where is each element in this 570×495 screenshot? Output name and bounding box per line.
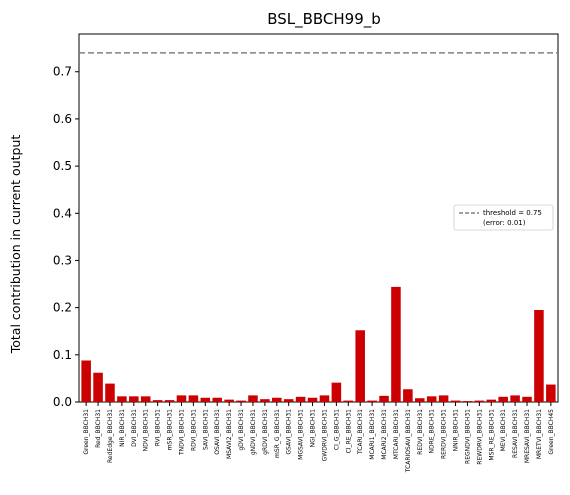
bar: [176, 395, 187, 402]
x-tick-label: RERDVI_BBCH31: [441, 409, 448, 459]
y-tick-label: 0.2: [53, 301, 72, 315]
bar: [129, 396, 139, 402]
bar: [105, 383, 115, 402]
bar: [450, 400, 461, 402]
x-tick-label: TCARI_BBCH31: [357, 409, 364, 455]
x-tick-label: RVI_BBCH31: [155, 409, 162, 446]
bar: [307, 397, 318, 402]
x-tick-label: MGSAVI_BBCH31: [298, 409, 305, 460]
x-tick-label: TNDVI_BBCH31: [178, 409, 185, 456]
bar: [283, 399, 294, 402]
x-tick-label: MSAVI2_BBCH31: [226, 409, 233, 459]
y-tick-label: 0.5: [53, 159, 72, 173]
x-tick-label: RedEdge_BBCH31: [107, 409, 114, 463]
x-tick-label: SAVI_BBCH31: [202, 409, 209, 450]
x-tick-label: NDVI_BBCH31: [143, 409, 150, 452]
legend-threshold-label: threshold = 0.75: [483, 209, 542, 217]
y-tick-label: 0.4: [53, 206, 72, 220]
x-tick-label: REWDRVI_BBCH31: [476, 409, 483, 465]
bar: [224, 399, 234, 402]
x-tick-label: NNIR_BBCH31: [453, 409, 460, 452]
x-tick-label: mSR_BBCH31: [167, 409, 174, 450]
bar: [403, 389, 413, 402]
x-tick-label: OSAVI_BBCH31: [214, 409, 221, 455]
legend-threshold-error: (error: 0.01): [483, 219, 526, 227]
bar: [391, 286, 401, 402]
bar: [81, 360, 91, 402]
bar: [438, 395, 449, 402]
bar: [164, 400, 175, 402]
bar: [486, 399, 497, 402]
bar: [200, 397, 211, 402]
x-tick-label: MSR_RE_BBCH31: [488, 409, 495, 461]
y-tick-label: 0.0: [53, 395, 72, 409]
y-axis-label: Total contribution in current output: [8, 135, 23, 355]
x-tick-label: REDVI_BBCH31: [417, 409, 424, 455]
chart-title: BSL_BBCH99_b: [267, 10, 381, 29]
bar: [534, 310, 544, 402]
bar: [379, 395, 389, 402]
bar: [522, 396, 532, 402]
bar: [474, 400, 485, 402]
x-tick-label: MEVI_BBCH31: [500, 409, 507, 451]
x-tick-label: Green_BBCH31: [83, 409, 90, 455]
x-tick-label: NDRE_BBCH31: [429, 409, 436, 454]
x-tick-label: TCARIOSAVI_BBCH31: [405, 409, 412, 473]
plot-area: 0.0 0.1 0.2 0.3 0.4 0.5 0.6 0.7 Green_BBCH31 Red_…: [53, 33, 559, 473]
bar: [93, 372, 103, 402]
bar: [498, 396, 508, 402]
bar: [319, 395, 330, 402]
x-tick-label: DVI_BBCH31: [131, 409, 138, 447]
x-tick-label: GSAVI_BBCH31: [286, 409, 293, 455]
bar: [367, 400, 377, 402]
bar: [331, 382, 342, 402]
x-tick-label: gNDVI_BBCH31: [250, 409, 257, 455]
bar: [462, 401, 473, 402]
x-tick-label: NIR_BBCH31: [119, 409, 126, 447]
bar: [152, 400, 163, 402]
bar: [236, 400, 246, 402]
x-tick-label: Green_BBCH45: [548, 409, 555, 455]
bar: [272, 397, 282, 402]
bar: [140, 396, 151, 402]
x-tick-label: mSR_G_BBCH31: [274, 409, 281, 458]
bar: [248, 395, 258, 402]
bar: [546, 384, 556, 402]
bar: [188, 395, 199, 402]
plot-frame: [78, 33, 559, 403]
legend: threshold = 0.75 (error: 0.01): [453, 204, 554, 231]
bar: [415, 398, 425, 402]
x-tick-label: Red_BBCH31: [95, 409, 102, 448]
bar: [260, 399, 270, 402]
x-tick-label: RDVI_BBCH31: [190, 409, 197, 451]
bar: [117, 396, 127, 402]
y-tick-label: 0.7: [53, 65, 72, 79]
bar: [426, 396, 437, 402]
bar: [510, 395, 520, 402]
x-tick-label: GWDRVI_BBCH31: [321, 409, 328, 462]
bar: [343, 400, 354, 402]
x-tick-label: MTCARI_BBCH31: [393, 409, 400, 459]
y-tick-label: 0.1: [53, 348, 72, 362]
x-tick-label: RESAVI_BBCH31: [512, 409, 519, 458]
x-tick-label: MRESAVI_BBCH31: [524, 409, 531, 463]
x-tick-label: NGI_BBCH31: [310, 409, 317, 448]
y-tick-label: 0.3: [53, 253, 72, 267]
bar: [355, 330, 365, 402]
x-tick-label: MCARI1_BBCH31: [369, 409, 376, 460]
x-tick-label: gDVI_BBCH31: [238, 409, 245, 451]
y-tick-label: 0.6: [53, 112, 72, 126]
bar: [212, 397, 222, 402]
legend-box: [453, 204, 554, 231]
x-tick-label: MCARI2_BBCH31: [381, 409, 388, 460]
x-tick-label: CI_RE_BBCH31: [345, 409, 352, 454]
bar: [295, 396, 306, 402]
x-tick-label: gRDVI_BBCH31: [262, 409, 269, 455]
x-tick-label: MRETVI_BBCH31: [536, 409, 543, 459]
x-tick-label: CI_G_BBCH31: [333, 409, 340, 450]
x-tick-label: REGNDVI_BBCH31: [464, 409, 471, 464]
